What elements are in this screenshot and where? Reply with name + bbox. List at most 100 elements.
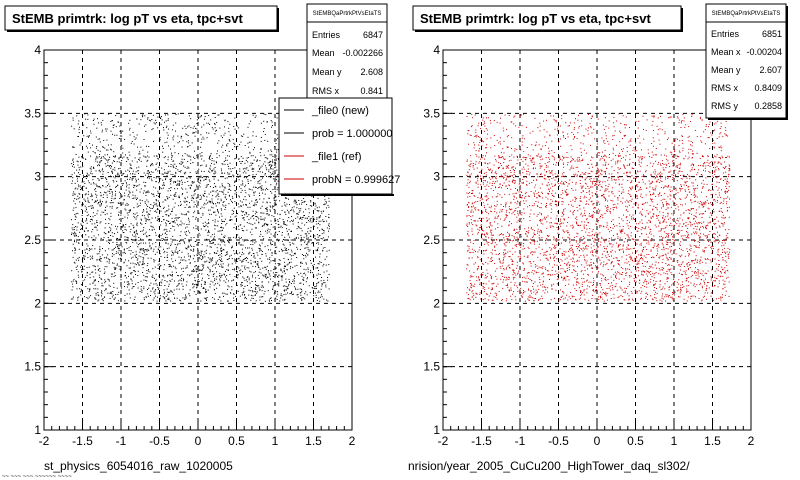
- left-scatter-point: [130, 262, 132, 264]
- left-scatter-point: [72, 158, 74, 160]
- left-scatter-point: [104, 214, 106, 216]
- left-scatter-point: [259, 195, 261, 196]
- left-scatter-point: [171, 266, 173, 268]
- left-scatter-point: [171, 250, 173, 252]
- left-scatter-point: [210, 119, 212, 121]
- left-scatter-point: [246, 279, 248, 281]
- left-scatter-point: [328, 213, 330, 215]
- left-scatter-point: [177, 142, 179, 144]
- left-scatter-point: [111, 224, 113, 226]
- left-scatter-point: [255, 219, 257, 221]
- left-scatter-point: [259, 235, 261, 237]
- left-scatter-point: [99, 161, 101, 163]
- left-scatter-point: [163, 229, 165, 231]
- right-scatter-point: [516, 236, 518, 238]
- left-scatter-point: [315, 205, 317, 207]
- left-scatter-point: [101, 293, 103, 295]
- left-scatter-point: [303, 198, 305, 199]
- left-scatter-point: [160, 265, 162, 267]
- left-scatter-point: [224, 235, 226, 237]
- left-scatter-point: [124, 208, 126, 210]
- right-scatter-point: [622, 148, 624, 150]
- left-scatter-point: [109, 259, 111, 261]
- left-scatter-point: [114, 160, 115, 162]
- right-scatter-point: [575, 118, 576, 120]
- left-scatter-point: [186, 281, 188, 283]
- right-scatter-point: [623, 291, 625, 293]
- left-scatter-point: [136, 161, 138, 163]
- left-scatter-point: [209, 259, 211, 261]
- left-scatter-point: [263, 293, 265, 295]
- left-scatter-point: [157, 190, 159, 192]
- left-scatter-point: [124, 204, 126, 206]
- right-scatter-point: [491, 205, 492, 207]
- right-scatter-point: [681, 135, 683, 137]
- left-scatter-point: [276, 272, 278, 273]
- left-scatter-point: [199, 258, 201, 260]
- right-scatter-point: [671, 253, 673, 255]
- left-scatter-point: [305, 263, 307, 265]
- left-scatter-point: [250, 155, 252, 157]
- left-scatter-point: [214, 127, 216, 129]
- right-scatter-point: [601, 238, 603, 239]
- left-scatter-point: [254, 294, 256, 296]
- left-scatter-point: [140, 175, 142, 177]
- left-scatter-point: [217, 299, 219, 300]
- left-scatter-point: [257, 262, 259, 264]
- left-scatter-point: [320, 220, 322, 222]
- left-scatter-point: [121, 171, 122, 173]
- right-scatter-point: [687, 136, 689, 138]
- left-scatter-point: [146, 155, 148, 157]
- left-scatter-point: [213, 212, 215, 214]
- left-scatter-point: [138, 166, 140, 168]
- left-scatter-point: [314, 286, 316, 288]
- left-scatter-point: [202, 257, 204, 259]
- left-scatter-point: [279, 226, 281, 228]
- left-scatter-point: [143, 209, 144, 211]
- left-scatter-point: [166, 281, 168, 283]
- left-scatter-point: [160, 224, 162, 226]
- left-scatter-point: [80, 284, 82, 286]
- left-scatter-point: [76, 281, 78, 283]
- left-scatter-point: [101, 169, 103, 171]
- left-scatter-point: [210, 213, 212, 215]
- left-scatter-point: [185, 284, 187, 286]
- left-scatter-point: [271, 121, 273, 123]
- left-scatter-point: [272, 207, 274, 209]
- left-scatter-point: [98, 170, 100, 172]
- left-scatter-point: [156, 284, 158, 286]
- left-scatter-point: [139, 243, 141, 245]
- left-scatter-point: [115, 186, 116, 188]
- right-scatter-point: [660, 235, 662, 237]
- left-scatter-point: [169, 291, 171, 293]
- left-scatter-point: [147, 214, 149, 216]
- left-scatter-point: [171, 129, 173, 131]
- right-scatter-point: [472, 290, 474, 292]
- left-scatter-point: [72, 243, 74, 245]
- left-scatter-point: [204, 221, 206, 223]
- left-scatter-point: [260, 218, 262, 220]
- left-scatter-point: [265, 268, 267, 270]
- left-scatter-point: [157, 170, 159, 172]
- left-scatter-point: [214, 244, 216, 246]
- left-scatter-point: [92, 282, 94, 284]
- left-scatter-point: [203, 207, 205, 209]
- left-scatter-point: [184, 231, 186, 233]
- right-scatter-point: [487, 166, 489, 168]
- left-scatter-point: [158, 249, 159, 251]
- left-scatter-point: [265, 277, 267, 279]
- left-scatter-point: [304, 298, 306, 300]
- left-scatter-point: [129, 192, 131, 194]
- right-scatter-point: [499, 156, 501, 158]
- left-scatter-point: [173, 194, 175, 196]
- left-scatter-point: [172, 164, 174, 166]
- right-scatter-point: [679, 248, 680, 250]
- left-scatter-point: [78, 120, 80, 122]
- left-scatter-point: [152, 299, 154, 301]
- left-scatter-point: [104, 290, 106, 292]
- left-scatter-point: [148, 177, 150, 179]
- left-scatter-point: [251, 240, 253, 242]
- left-scatter-point: [248, 194, 250, 196]
- right-scatter-point: [504, 158, 506, 160]
- left-scatter-point: [99, 270, 101, 272]
